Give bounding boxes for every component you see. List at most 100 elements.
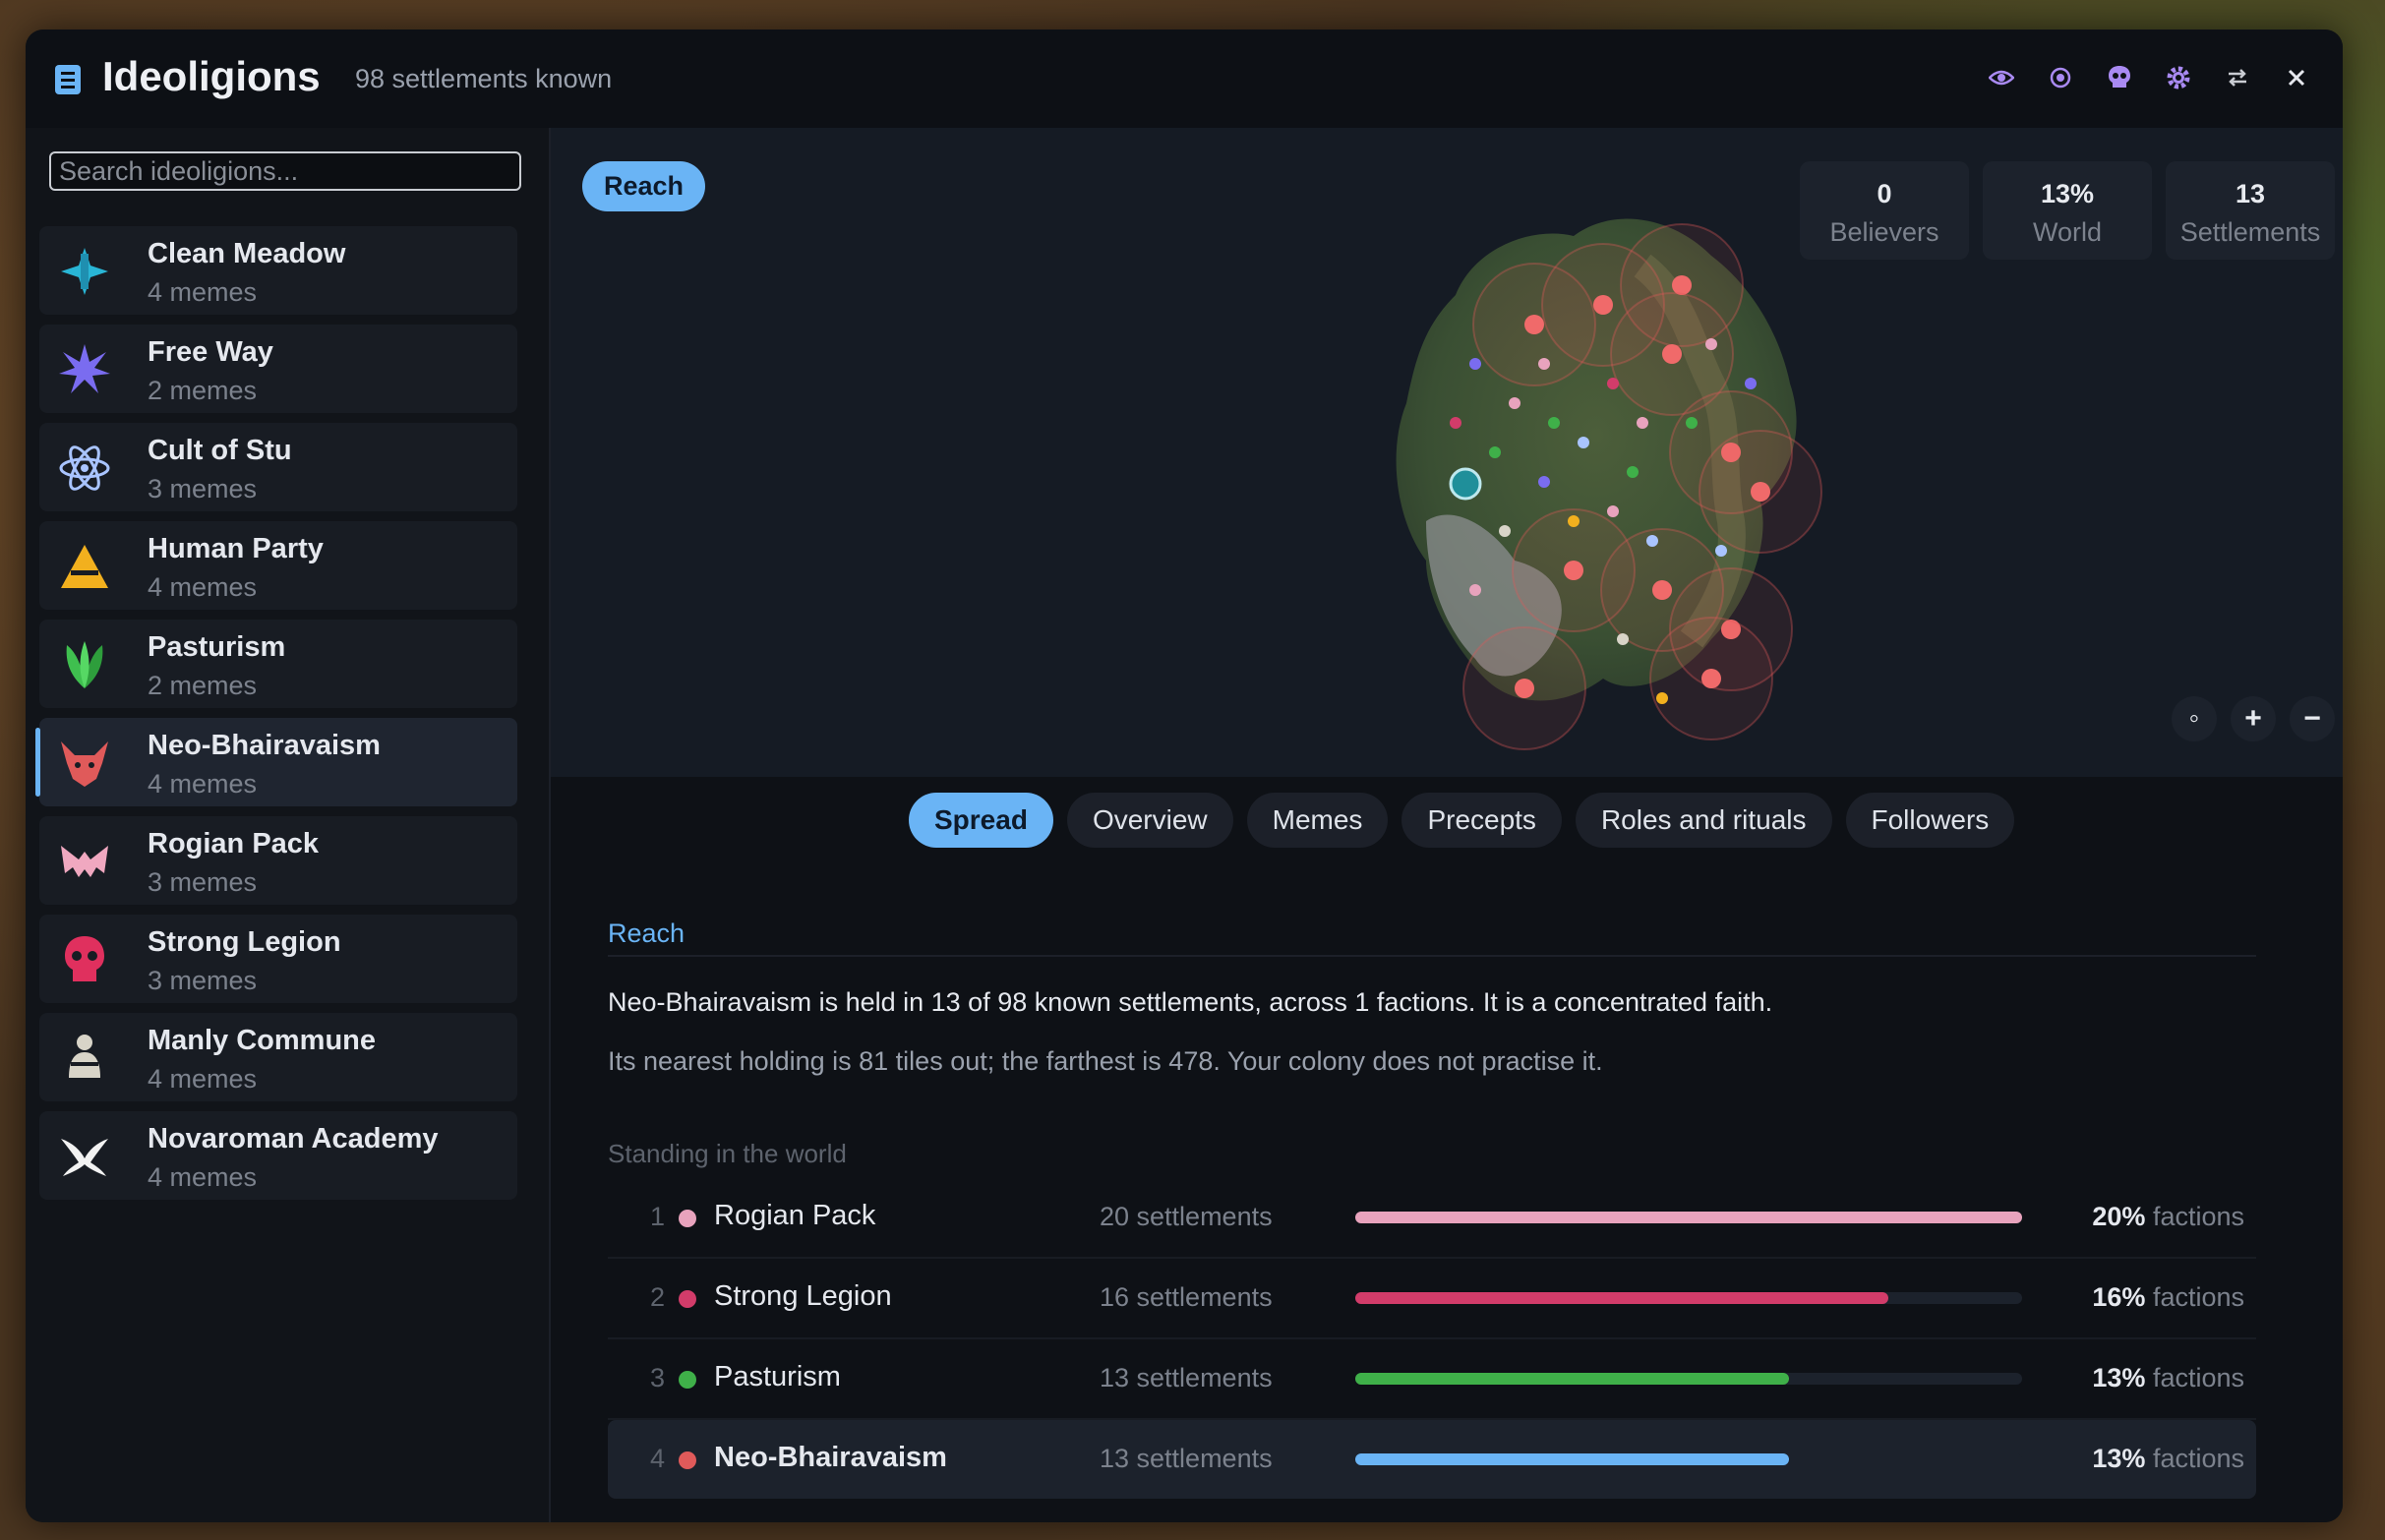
tab-followers[interactable]: Followers [1845, 793, 2015, 848]
zoom-reset-button[interactable]: ◦ [2172, 696, 2217, 741]
settlement-marker[interactable] [1524, 315, 1544, 334]
starburst-icon [59, 344, 110, 393]
item-memes: 3 memes [148, 474, 258, 503]
settlement-dot[interactable] [1450, 417, 1461, 429]
settlement-marker[interactable] [1652, 580, 1672, 600]
settlement-marker[interactable] [1721, 620, 1741, 639]
settlement-dot[interactable] [1509, 397, 1520, 409]
sidebar-item-manly-commune[interactable]: Manly Commune 4 memes [39, 1013, 517, 1101]
settlement-dot[interactable] [1705, 338, 1717, 350]
item-memes: 2 memes [148, 376, 258, 405]
settlement-marker[interactable] [1564, 561, 1583, 580]
settlement-dot[interactable] [1646, 535, 1658, 547]
sidebar-item-pasturism[interactable]: Pasturism 2 memes [39, 620, 517, 708]
settlement-dot[interactable] [1686, 417, 1698, 429]
item-name: Manly Commune [148, 1025, 377, 1056]
table-row[interactable]: 3 Pasturism 13 settlements 13% factions [608, 1339, 2256, 1420]
tab-overview[interactable]: Overview [1066, 793, 1233, 848]
settlement-marker[interactable] [1515, 679, 1534, 698]
item-name: Clean Meadow [148, 238, 346, 269]
settlement-dot[interactable] [1469, 584, 1481, 596]
settlement-dot[interactable] [1745, 378, 1757, 389]
sidebar-item-human-party[interactable]: Human Party 4 memes [39, 521, 517, 610]
settlement-dot[interactable] [1607, 505, 1619, 517]
share-bar [1355, 1453, 2022, 1465]
row-count: 16 settlements [1100, 1282, 1273, 1312]
eye-icon[interactable] [1985, 61, 2018, 94]
table-row[interactable]: 2 Strong Legion 16 settlements 16% facti… [608, 1259, 2256, 1339]
gear-icon[interactable] [2162, 61, 2195, 94]
settlement-dot[interactable] [1538, 358, 1550, 370]
item-name: Free Way [148, 336, 273, 368]
row-rank: 4 [649, 1444, 665, 1473]
player-colony-marker[interactable] [1449, 467, 1482, 501]
settlement-marker[interactable] [1721, 443, 1741, 462]
table-row[interactable]: 1 Rogian Pack 20 settlements 20% faction… [608, 1178, 2256, 1259]
row-rank: 1 [649, 1202, 665, 1231]
table-row-selected[interactable]: 4 Neo-Bhairavaism 13 settlements 13% fac… [608, 1420, 2256, 1499]
settlement-dot[interactable] [1656, 692, 1668, 704]
share-bar [1355, 1292, 2022, 1304]
world-map[interactable]: Reach 0 Believers 13% [551, 128, 2343, 777]
sidebar-item-neo-bhairavaism[interactable]: Neo-Bhairavaism 4 memes [35, 718, 517, 806]
settlement-marker[interactable] [1672, 275, 1692, 295]
settlement-dot[interactable] [1715, 545, 1727, 557]
color-dot [679, 1371, 696, 1389]
close-icon[interactable] [2280, 61, 2313, 94]
tab-spread[interactable]: Spread [909, 793, 1053, 848]
sidebar-item-free-way[interactable]: Free Way 2 memes [39, 325, 517, 413]
search-input[interactable] [49, 151, 521, 191]
target-icon[interactable] [2044, 61, 2077, 94]
row-count: 13 settlements [1100, 1363, 1273, 1392]
item-name: Novaroman Academy [148, 1123, 439, 1155]
settlement-dot[interactable] [1578, 437, 1589, 448]
sidebar-item-clean-meadow[interactable]: Clean Meadow 4 memes [39, 226, 517, 315]
bat-wings-icon [61, 846, 108, 877]
item-memes: 3 memes [148, 966, 258, 995]
row-name: Neo-Bhairavaism [714, 1442, 947, 1473]
color-dot [679, 1451, 696, 1469]
settlement-dot[interactable] [1548, 417, 1560, 429]
settlements-stat: 13 Settlements [2166, 161, 2335, 260]
book-icon [55, 65, 81, 94]
ideoligion-sidebar: Clean Meadow 4 memes Free Way 2 memes Cu… [26, 128, 551, 1522]
sidebar-item-cult-of-stu[interactable]: Cult of Stu 3 memes [39, 423, 517, 511]
settlement-dot[interactable] [1637, 417, 1648, 429]
demon-head-icon [61, 741, 108, 787]
settlement-dot[interactable] [1499, 525, 1511, 537]
world-map-globe[interactable] [1318, 128, 1908, 777]
settlement-dot[interactable] [1538, 476, 1550, 488]
atom-icon [59, 445, 110, 491]
item-name: Cult of Stu [148, 435, 292, 466]
sidebar-item-rogian-pack[interactable]: Rogian Pack 3 memes [39, 816, 517, 905]
share-bar-fill [1355, 1373, 1789, 1385]
settlement-dot[interactable] [1469, 358, 1481, 370]
row-count: 20 settlements [1100, 1202, 1273, 1231]
sidebar-item-novaroman-academy[interactable]: Novaroman Academy 4 memes [39, 1111, 517, 1200]
swap-icon[interactable] [2221, 61, 2254, 94]
settlement-marker[interactable] [1701, 669, 1721, 688]
settlement-marker[interactable] [1593, 295, 1613, 315]
settlement-marker[interactable] [1751, 482, 1770, 502]
zoom-in-button[interactable]: + [2231, 696, 2276, 741]
settlement-dot[interactable] [1568, 515, 1580, 527]
item-memes: 4 memes [148, 277, 258, 307]
settlement-dot[interactable] [1607, 378, 1619, 389]
skull-icon[interactable] [2103, 61, 2136, 94]
settlement-dot[interactable] [1489, 446, 1501, 458]
item-name: Strong Legion [148, 926, 341, 958]
row-percent: 16% factions [2092, 1282, 2244, 1312]
item-memes: 4 memes [148, 769, 258, 799]
settlement-dot[interactable] [1627, 466, 1639, 478]
stat-value: 0 [1877, 179, 1892, 208]
triangle-icon [61, 545, 108, 588]
tab-memes[interactable]: Memes [1246, 793, 1389, 848]
sidebar-item-strong-legion[interactable]: Strong Legion 3 memes [39, 915, 517, 1003]
tab-roles-and-rituals[interactable]: Roles and rituals [1575, 793, 1832, 848]
settlement-marker[interactable] [1662, 344, 1682, 364]
zoom-out-button[interactable]: − [2290, 696, 2335, 741]
tab-bar: Spread Overview Memes Precepts Roles and… [551, 777, 2343, 867]
leaves-icon [66, 641, 103, 688]
settlement-dot[interactable] [1617, 633, 1629, 645]
tab-precepts[interactable]: Precepts [1401, 793, 1562, 848]
